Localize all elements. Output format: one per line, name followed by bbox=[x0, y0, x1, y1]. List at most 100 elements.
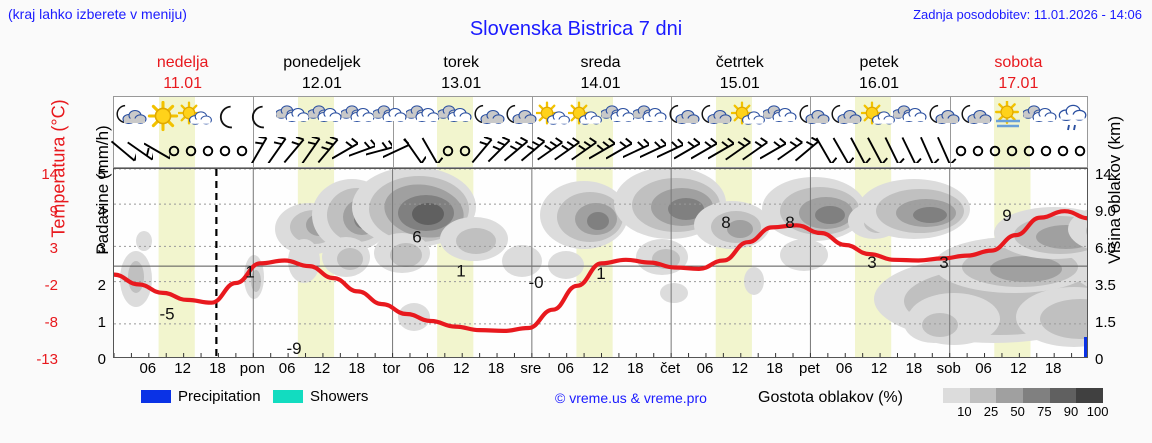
day-name: nedelja bbox=[156, 54, 209, 71]
axis-tick: 3.5 bbox=[1095, 277, 1116, 294]
time-tick-label: 18 bbox=[905, 360, 923, 377]
wind-barb bbox=[195, 137, 225, 165]
cloud-density-tick: 10 bbox=[957, 404, 972, 419]
day-name: sobota bbox=[994, 54, 1043, 71]
temperature-axis-ticks: 14 9 3 -2 -8 -13 bbox=[22, 0, 58, 443]
sun-cloud-icon bbox=[860, 101, 895, 133]
cloud-density-swatch bbox=[996, 388, 1024, 403]
cloud-icon bbox=[437, 101, 472, 133]
day-header-nedelja: nedelja 11.01 bbox=[113, 52, 252, 96]
wind-barb bbox=[828, 137, 858, 165]
svg-text:1: 1 bbox=[456, 261, 465, 280]
wind-barb bbox=[707, 137, 738, 165]
time-tick-label: 12 bbox=[1010, 360, 1027, 377]
cloud-icon bbox=[599, 101, 635, 133]
svg-text:1: 1 bbox=[245, 262, 254, 281]
wind-barb bbox=[621, 137, 653, 165]
time-tick-label: 18 bbox=[209, 360, 226, 377]
legend-item-showers: Showers bbox=[273, 388, 368, 405]
day-separator bbox=[253, 97, 255, 167]
day-name: četrtek bbox=[715, 54, 764, 71]
cloud-icon bbox=[372, 101, 407, 133]
forecast-plot[interactable]: -5 1 -9 1 -0 6 1 8 3 8 3 9 bbox=[113, 168, 1088, 358]
moon-cloud-icon bbox=[796, 101, 830, 133]
wind-barb bbox=[246, 135, 276, 165]
svg-text:3: 3 bbox=[939, 253, 948, 272]
credit-link[interactable]: © vreme.us & vreme.pro bbox=[555, 390, 707, 406]
axis-tick: 6.0 bbox=[1095, 240, 1116, 257]
moon-cloud-icon bbox=[958, 101, 992, 133]
day-separator bbox=[392, 97, 394, 167]
time-tick-label: 12 bbox=[731, 360, 749, 377]
day-date: 12.01 bbox=[301, 75, 342, 92]
cloud-density-swatch bbox=[943, 388, 970, 403]
wind-barb bbox=[776, 137, 807, 165]
cloud-icon bbox=[339, 101, 375, 133]
svg-text:8: 8 bbox=[785, 213, 794, 232]
wind-barb bbox=[435, 137, 465, 165]
time-tick-label: 06 bbox=[418, 360, 435, 377]
wind-barb bbox=[400, 137, 430, 165]
axis-tick: 14 bbox=[1095, 166, 1112, 183]
axis-tick: 2 bbox=[97, 277, 106, 294]
axis-tick: 4 bbox=[97, 203, 106, 220]
cloud-density-tick: 25 bbox=[983, 404, 999, 419]
sun-cloud-icon bbox=[567, 101, 603, 133]
axis-tick: -2 bbox=[44, 277, 58, 294]
time-tick-label: 18 bbox=[487, 360, 505, 377]
wind-barb bbox=[469, 136, 499, 165]
day-name: petek bbox=[859, 54, 899, 71]
wind-barb bbox=[725, 137, 755, 165]
day-name: sreda bbox=[580, 54, 621, 71]
time-tick-label: 06 bbox=[696, 360, 714, 377]
last-updated-label: Zadnja posodobitev: 11.01.2026 - 14:06 bbox=[913, 7, 1142, 22]
sun-fog-icon bbox=[991, 99, 1025, 133]
precipitation-axis-ticks: 5 4 3 2 1 0 bbox=[72, 0, 106, 443]
wind-barb bbox=[673, 137, 704, 165]
precipitation-legend-label: Precipitation bbox=[178, 388, 261, 405]
wind-barb bbox=[1067, 137, 1097, 165]
wind-barb bbox=[931, 136, 961, 166]
day-name: torek bbox=[443, 54, 479, 71]
cloud-density-swatch bbox=[969, 388, 997, 403]
moon-cloud-icon bbox=[666, 101, 700, 133]
wind-barb bbox=[588, 137, 619, 165]
svg-text:1: 1 bbox=[596, 264, 605, 283]
wind-barb bbox=[110, 137, 140, 165]
time-tick-label: pon bbox=[239, 360, 265, 377]
precipitation-legend: Precipitation Showers bbox=[113, 388, 543, 414]
day-header-četrtek: četrtek 15.01 bbox=[670, 52, 809, 96]
wind-barb bbox=[965, 137, 995, 165]
svg-text:-9: -9 bbox=[286, 339, 301, 358]
svg-text:3: 3 bbox=[867, 253, 876, 272]
precipitation-swatch bbox=[141, 390, 171, 403]
day-header-torek: torek 13.01 bbox=[392, 52, 531, 96]
day-date: 11.01 bbox=[163, 75, 203, 92]
wind-barb bbox=[879, 137, 909, 166]
sun-cloud-icon bbox=[177, 101, 213, 133]
sun-icon bbox=[146, 100, 180, 133]
day-date: 15.01 bbox=[719, 75, 760, 92]
wind-barb bbox=[742, 137, 772, 165]
axis-tick: 9.0 bbox=[1095, 203, 1116, 220]
wind-barb bbox=[638, 137, 670, 165]
wind-barb bbox=[537, 137, 567, 165]
cloud-density-colorbar bbox=[943, 388, 1104, 403]
cloud-density-swatch bbox=[1076, 388, 1104, 403]
moon-cloud-icon bbox=[503, 101, 537, 133]
moon-cloud-icon bbox=[471, 101, 505, 133]
time-tick-label: 06 bbox=[557, 360, 575, 377]
time-tick-label: 06 bbox=[278, 360, 296, 377]
axis-tick: -8 bbox=[44, 314, 58, 331]
axis-tick: -13 bbox=[36, 351, 58, 368]
cloud-density-tick: 90 bbox=[1063, 404, 1079, 419]
cloud-density-colorbar-labels: 10 25 50 75 90 100 bbox=[938, 404, 1110, 422]
wind-barb bbox=[331, 137, 362, 165]
day-separator bbox=[671, 97, 673, 167]
time-tick-label: pet bbox=[798, 360, 820, 377]
day-date: 17.01 bbox=[998, 75, 1039, 92]
wind-barb bbox=[862, 137, 892, 165]
time-tick-label: 12 bbox=[313, 360, 331, 377]
moon-cloud-icon bbox=[113, 101, 147, 133]
cloud-drizzle-icon bbox=[1056, 101, 1090, 133]
